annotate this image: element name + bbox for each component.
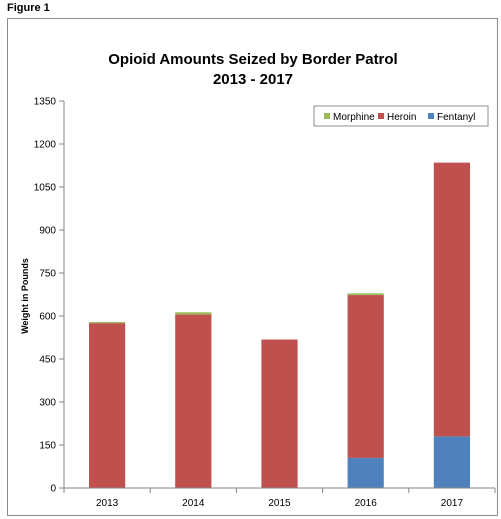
y-axis: 0 150 300 450 600 750 900 1050 1200 1350 xyxy=(34,97,65,495)
y-tick-label: 450 xyxy=(39,355,56,366)
y-tick-label: 750 xyxy=(39,269,56,280)
figure-label: Figure 1 xyxy=(7,2,50,14)
y-tick-label: 900 xyxy=(39,226,56,237)
bar-fentanyl-2016: Fentanyl 2016: 105 xyxy=(347,457,384,488)
x-tick-label: 2015 xyxy=(268,498,291,509)
bar-heroin-2015: Heroin 2015: 518 xyxy=(261,339,298,488)
chart-title: Opioid Amounts Seized by Border Patrol xyxy=(108,51,397,68)
bar-heroin-2016: Heroin 2016: 568 xyxy=(347,295,384,458)
y-tick-label: 1050 xyxy=(34,183,57,194)
bar-morphine-2014: Morphine 2014: 8 xyxy=(175,312,212,315)
bar-fentanyl-2017: Fentanyl 2017: 180 xyxy=(433,436,471,488)
bars-group: Heroin 2013: 575Morphine 2013: 4 Heroin 2… xyxy=(88,162,471,488)
bar-heroin-2013: Heroin 2013: 575 xyxy=(88,323,126,488)
x-tick-label: 2016 xyxy=(355,498,378,509)
legend: Morphine Heroin Fentanyl xyxy=(313,105,489,127)
x-tick-label: 2013 xyxy=(96,498,119,509)
y-tick-label: 1350 xyxy=(34,97,57,108)
bar-morphine-2013: Morphine 2013: 4 xyxy=(88,322,126,324)
chart-subtitle: 2013 - 2017 xyxy=(213,71,293,88)
y-tick-label: 300 xyxy=(39,398,56,409)
legend-label-fentanyl: Fentanyl xyxy=(437,112,475,123)
legend-label-morphine: Morphine xyxy=(333,112,375,123)
x-tick-label: 2017 xyxy=(441,498,464,509)
y-tick-label: 150 xyxy=(39,441,56,452)
legend-swatch-heroin xyxy=(378,113,384,119)
y-axis-title: Weight in Pounds xyxy=(20,258,30,334)
bar-heroin-2017: Heroin 2017: 955 xyxy=(433,162,471,437)
legend-label-heroin: Heroin xyxy=(387,112,416,123)
bar-morphine-2016: Morphine 2016: 6 xyxy=(347,293,384,296)
chart-frame xyxy=(7,18,498,516)
y-tick-label: 0 xyxy=(50,484,56,495)
legend-swatch-morphine xyxy=(324,113,330,119)
x-tick-label: 2014 xyxy=(182,498,205,509)
legend-box xyxy=(313,105,489,127)
legend-swatch-fentanyl xyxy=(428,113,434,119)
x-axis: 2013 2014 2015 2016 2017 xyxy=(63,487,496,509)
y-tick-label: 600 xyxy=(39,312,56,323)
y-tick-label: 1200 xyxy=(34,140,57,151)
bar-heroin-2014: Heroin 2014: 605 xyxy=(175,314,212,488)
